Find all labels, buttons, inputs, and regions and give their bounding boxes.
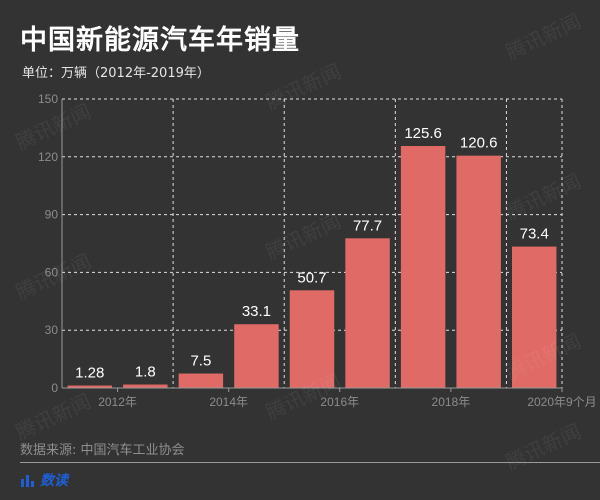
chart-subtitle: 单位：万辆（2012年-2019年） <box>22 66 210 81</box>
y-tick-label: 0 <box>51 381 58 395</box>
bar <box>234 324 279 388</box>
brand-label: 数读 <box>40 473 68 489</box>
y-tick-label: 60 <box>45 265 59 279</box>
bar <box>456 155 501 388</box>
x-tick-label: 2020年9个月 <box>527 395 596 409</box>
data-label: 120.6 <box>460 135 498 152</box>
x-tick-label: 2012年 <box>98 395 137 409</box>
x-tick-label: 2018年 <box>432 395 471 409</box>
chart-title: 中国新能源汽车年销量 <box>20 25 300 56</box>
bar <box>67 385 112 388</box>
bar <box>289 290 335 388</box>
bar <box>178 373 224 388</box>
y-tick-label: 120 <box>38 150 58 164</box>
y-tick-label: 30 <box>45 323 59 337</box>
x-tick-label: 2016年 <box>320 395 359 409</box>
bar <box>345 238 390 388</box>
x-tick-label: 2014年 <box>209 395 248 409</box>
data-label: 125.6 <box>404 125 442 142</box>
bar-chart-icon <box>21 475 34 487</box>
data-label: 7.5 <box>190 353 211 370</box>
bar <box>400 146 446 388</box>
data-label: 77.7 <box>353 217 382 234</box>
y-tick-label: 150 <box>38 92 58 106</box>
y-tick-label: 90 <box>45 208 59 222</box>
footer-divider <box>20 462 600 463</box>
bar <box>512 246 557 388</box>
bar <box>123 384 168 388</box>
data-label: 50.7 <box>297 269 326 286</box>
data-source: 数据来源: 中国汽车工业协会 <box>20 443 185 458</box>
brand: 数读 <box>20 470 68 490</box>
data-label: 33.1 <box>242 303 271 320</box>
data-label: 1.8 <box>135 364 156 381</box>
data-label: 73.4 <box>520 226 549 243</box>
data-label: 1.28 <box>75 365 104 382</box>
